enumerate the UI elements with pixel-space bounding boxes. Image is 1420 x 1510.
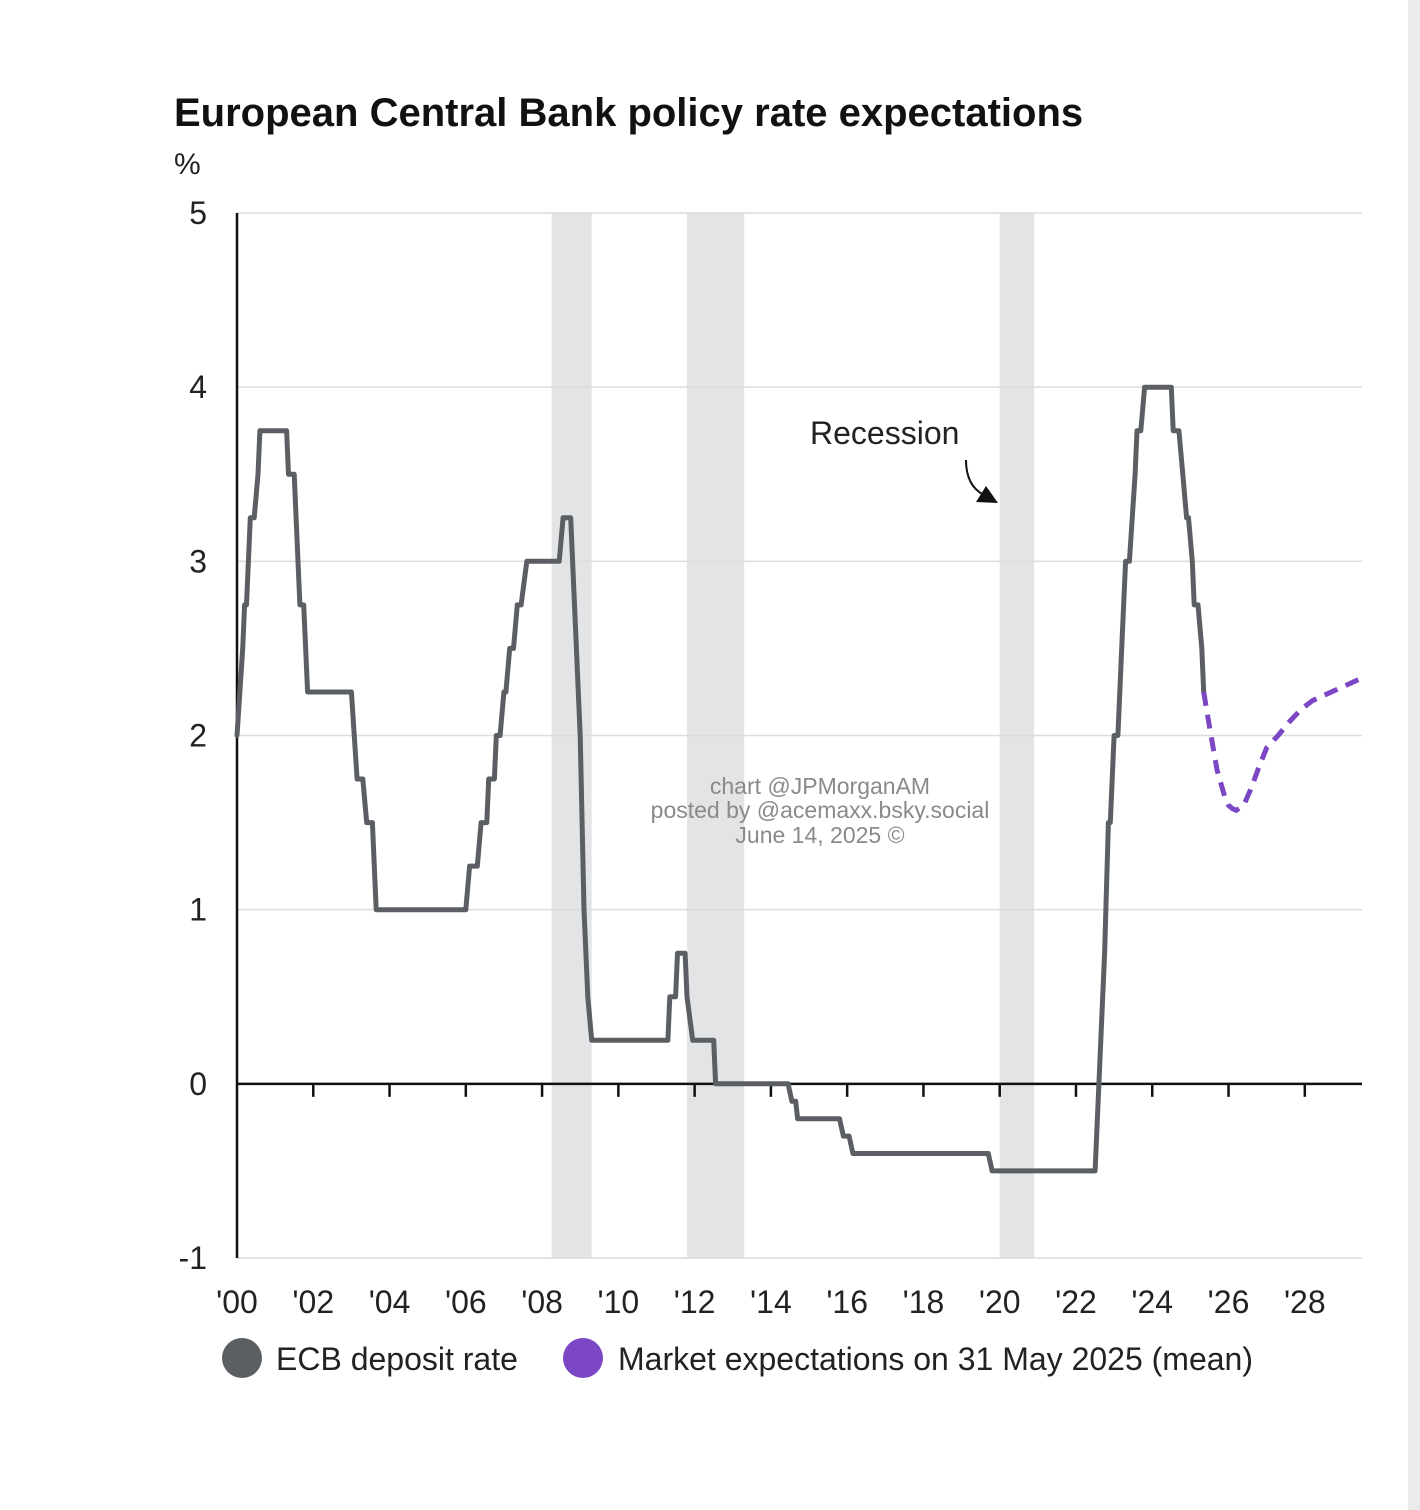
watermark-line-1: posted by @acemaxx.bsky.social <box>651 797 990 823</box>
legend-label-0: ECB deposit rate <box>276 1341 518 1377</box>
gridlines <box>237 212 1362 1259</box>
series-line-1 <box>1201 675 1364 813</box>
watermark-line-2: June 14, 2025 © <box>735 822 904 848</box>
y-tick-label-1: 4 <box>189 369 207 405</box>
x-tick-label-1: '02 <box>292 1284 334 1320</box>
x-tick-label-11: '22 <box>1055 1284 1097 1320</box>
y-tick-label-0: 5 <box>189 195 207 231</box>
x-tick-label-2: '04 <box>369 1284 411 1320</box>
x-tick-label-5: '10 <box>598 1284 640 1320</box>
annotation-arrow-0 <box>965 459 985 496</box>
x-tick-label-8: '16 <box>826 1284 868 1320</box>
legend-swatch-0 <box>222 1338 262 1378</box>
y-tick-label-4: 1 <box>189 892 207 928</box>
legend-label-1: Market expectations on 31 May 2025 (mean… <box>618 1341 1253 1377</box>
legend-swatch-1 <box>563 1338 603 1378</box>
annotation-label-0: Recession <box>810 415 959 451</box>
x-tick-label-3: '06 <box>445 1284 487 1320</box>
series-lines <box>234 384 1364 1174</box>
y-tick-label-6: -1 <box>179 1240 207 1276</box>
x-tick-label-10: '20 <box>979 1284 1021 1320</box>
x-tick-label-13: '26 <box>1208 1284 1250 1320</box>
legend: ECB deposit rate Market expectations on 3… <box>222 1338 1253 1378</box>
y-tick-label-2: 3 <box>189 543 207 579</box>
x-tick-label-4: '08 <box>521 1284 563 1320</box>
x-tick-label-6: '12 <box>674 1284 716 1320</box>
series-line-0 <box>234 384 1207 1174</box>
x-tick-label-7: '14 <box>750 1284 792 1320</box>
y-tick-label-5: 0 <box>189 1066 207 1102</box>
chart-title: European Central Bank policy rate expect… <box>174 91 1083 135</box>
x-tick-label-9: '18 <box>903 1284 945 1320</box>
arrow-head-icon <box>976 486 998 503</box>
x-tick-label-14: '28 <box>1284 1284 1326 1320</box>
watermark-line-0: chart @JPMorganAM <box>710 773 930 799</box>
x-tick-label-0: '00 <box>216 1284 258 1320</box>
y-tick-label-3: 2 <box>189 718 207 754</box>
scrollbar-edge <box>1408 0 1420 1510</box>
x-tick-label-12: '24 <box>1131 1284 1173 1320</box>
y-axis-unit: % <box>174 148 201 181</box>
